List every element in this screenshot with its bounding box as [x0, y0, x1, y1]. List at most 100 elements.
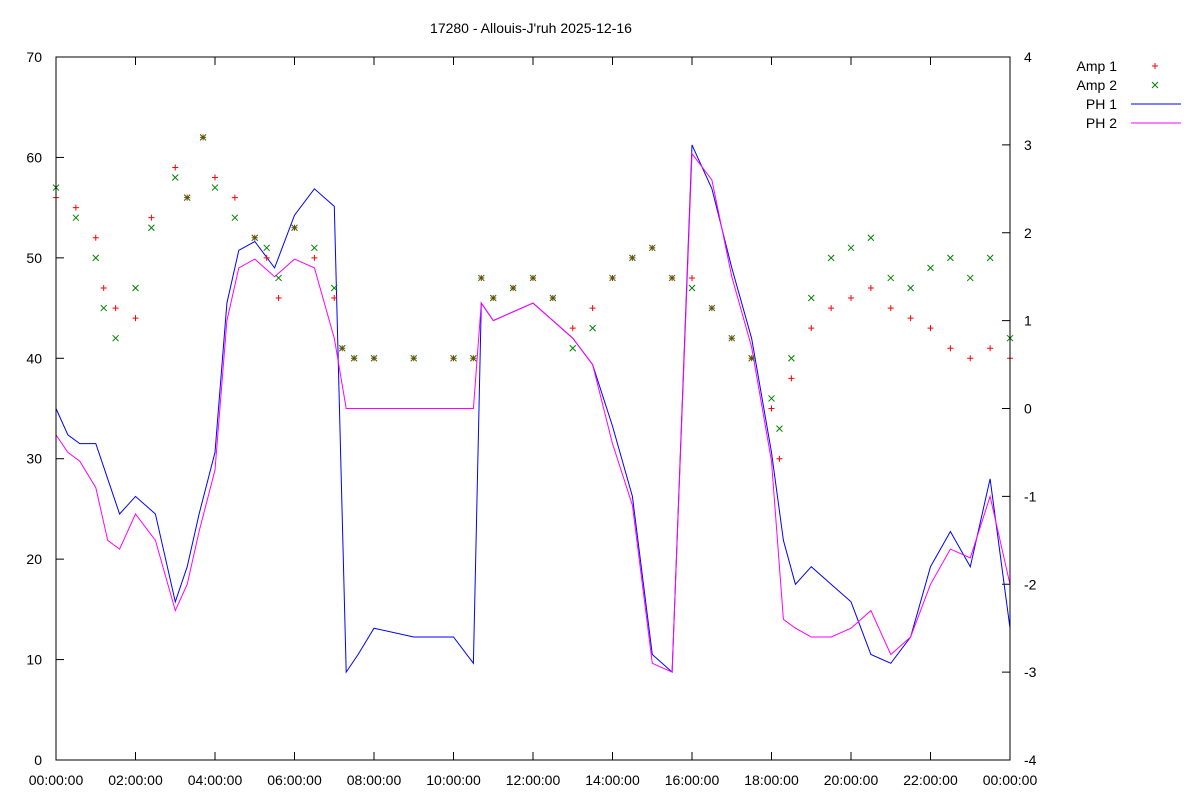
legend-label-amp-2: Amp 2 — [1077, 77, 1118, 93]
data-point-amp-2 — [251, 234, 259, 242]
data-point-amp-1 — [867, 284, 874, 291]
data-point-amp-2 — [291, 224, 298, 232]
data-point-amp-2 — [330, 284, 338, 292]
data-point-amp-1 — [689, 274, 695, 281]
y-left-tick-label: 0 — [34, 752, 42, 768]
x-tick-label: 04:00:00 — [188, 772, 243, 788]
data-point-amp-2 — [668, 274, 676, 282]
legend-label-amp-1: Amp 1 — [1077, 58, 1118, 74]
data-point-amp-2 — [768, 395, 775, 402]
x-tick-label: 14:00:00 — [585, 772, 640, 788]
data-point-amp-2 — [199, 133, 207, 141]
data-point-amp-2 — [589, 324, 596, 332]
chart-title: 17280 - Allouis-J'ruh 2025-12-16 — [430, 20, 632, 36]
x-tick-label: 00:00:00 — [983, 772, 1038, 788]
data-point-amp-2 — [370, 354, 378, 362]
y-right-tick-label: -4 — [1024, 752, 1037, 768]
data-point-amp-2 — [609, 274, 616, 282]
y-right-tick-label: 3 — [1024, 137, 1032, 153]
data-point-amp-1 — [848, 295, 854, 302]
y-left-tick-label: 20 — [26, 551, 42, 567]
data-point-amp-2 — [489, 294, 497, 302]
data-point-amp-2 — [132, 284, 139, 292]
data-point-amp-1 — [927, 325, 934, 332]
legend: Amp 1 Amp 2 PH 1 PH 2 — [1077, 58, 1181, 131]
data-point-amp-2 — [72, 214, 80, 222]
data-point-amp-2 — [569, 344, 577, 352]
legend-label-ph-1: PH 1 — [1086, 96, 1117, 112]
data-point-amp-1 — [72, 204, 79, 211]
series-amp-2 — [52, 133, 1014, 432]
data-point-amp-1 — [947, 345, 954, 352]
data-point-amp-1 — [263, 254, 270, 261]
y-left-tick-label: 50 — [26, 250, 42, 266]
data-point-amp-1 — [987, 345, 994, 352]
data-point-amp-2 — [728, 334, 736, 342]
plot-frame — [55, 56, 1011, 761]
y-right-tick-label: -3 — [1024, 664, 1037, 680]
series-layer — [52, 133, 1014, 674]
data-point-amp-1 — [788, 375, 795, 382]
data-point-amp-2 — [847, 244, 855, 252]
data-point-amp-1 — [907, 315, 914, 322]
tick-layer: 00:00:00 02:00:00 04:00:00 06:00:00 08:00:00… — [26, 49, 1037, 788]
data-point-amp-1 — [231, 194, 238, 201]
x-tick-label: 10:00:00 — [426, 772, 481, 788]
x-tick-label: 02:00:00 — [108, 772, 163, 788]
legend-swatch-amp-2 — [1151, 81, 1159, 89]
y-left-tick-label: 70 — [26, 49, 42, 65]
data-point-amp-1 — [331, 295, 338, 302]
x-tick-label: 06:00:00 — [267, 772, 322, 788]
data-point-amp-2 — [171, 174, 179, 181]
data-point-amp-2 — [867, 234, 875, 242]
series-line-ph-1 — [55, 144, 1011, 674]
legend-swatch-amp-1 — [1152, 63, 1158, 69]
data-point-amp-1 — [275, 295, 282, 302]
data-point-amp-2 — [338, 344, 346, 352]
data-point-amp-2 — [148, 224, 155, 232]
x-tick-label: 18:00:00 — [744, 772, 799, 788]
data-point-amp-1 — [132, 315, 139, 322]
data-point-amp-1 — [887, 305, 894, 312]
data-point-amp-2 — [688, 284, 696, 292]
data-point-amp-2 — [927, 264, 934, 272]
y-left-tick-label: 10 — [26, 652, 42, 668]
data-point-amp-1 — [92, 234, 99, 241]
data-point-amp-1 — [828, 305, 835, 312]
data-point-amp-2 — [947, 254, 954, 262]
data-point-amp-2 — [100, 304, 108, 312]
data-point-amp-2 — [748, 354, 755, 362]
series-amp-1 — [53, 134, 1013, 462]
data-point-amp-2 — [263, 244, 271, 252]
data-point-amp-2 — [887, 274, 895, 282]
data-point-amp-2 — [477, 274, 485, 282]
data-point-amp-2 — [275, 274, 282, 282]
y-right-tick-label: 4 — [1024, 49, 1032, 65]
y-left-tick-label: 30 — [26, 451, 42, 467]
series-line-ph-2 — [55, 152, 1011, 673]
y-left-tick-label: 40 — [26, 350, 42, 366]
data-point-amp-1 — [808, 325, 815, 332]
x-tick-label: 08:00:00 — [347, 772, 402, 788]
legend-label-ph-2: PH 2 — [1086, 115, 1117, 131]
data-point-amp-2 — [509, 284, 517, 292]
x-tick-label: 16:00:00 — [665, 772, 720, 788]
x-tick-label: 20:00:00 — [824, 772, 879, 788]
x-tick-label: 22:00:00 — [903, 772, 958, 788]
data-point-amp-2 — [92, 254, 100, 262]
data-point-amp-2 — [629, 254, 636, 262]
series-ph-1 — [55, 144, 1011, 674]
data-point-amp-2 — [966, 274, 974, 282]
series-ph-2 — [55, 152, 1011, 673]
y-right-tick-label: 2 — [1024, 225, 1032, 241]
x-tick-label: 12:00:00 — [506, 772, 561, 788]
data-point-amp-1 — [148, 214, 155, 221]
data-point-amp-2 — [529, 274, 537, 282]
data-point-amp-2 — [470, 354, 477, 362]
data-point-amp-2 — [708, 304, 716, 312]
data-point-amp-1 — [569, 325, 576, 332]
data-point-amp-2 — [986, 254, 994, 262]
data-point-amp-2 — [827, 254, 835, 262]
